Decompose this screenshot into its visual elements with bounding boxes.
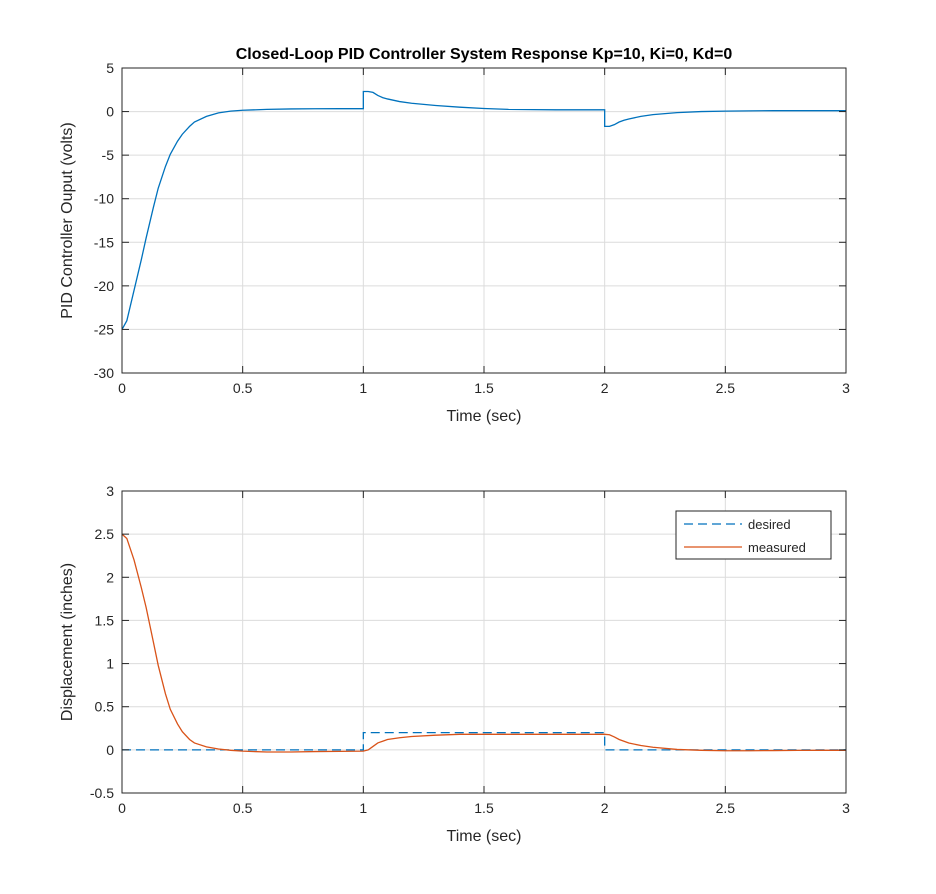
- x-tick-label: 2.5: [716, 380, 736, 396]
- y-tick-label: 1.5: [95, 612, 115, 628]
- x-tick-label: 0: [118, 800, 126, 816]
- y-tick-label: 5: [106, 60, 114, 76]
- x-tick-label: 0: [118, 380, 126, 396]
- chart-title: Closed-Loop PID Controller System Respon…: [236, 46, 733, 63]
- y-tick-label: -20: [94, 278, 114, 294]
- y-tick-label: -10: [94, 191, 114, 207]
- y-tick-label: -0.5: [90, 785, 114, 801]
- plot-1: 0 0.5 1 1.5 2 2.5 3 -30 -25 -20 -15 -10 -5 0 5 Time (se…: [59, 46, 850, 425]
- y-axis-label: Displacement (inches): [59, 563, 76, 721]
- x-tick-label: 2: [601, 800, 609, 816]
- y-tick-label: 1: [106, 656, 114, 672]
- legend: desired measured: [675, 510, 832, 560]
- x-tick-label: 3: [842, 380, 850, 396]
- legend-box: [675, 510, 832, 560]
- x-tick-label: 3: [842, 800, 850, 816]
- x-tick-label: 1.5: [474, 380, 494, 396]
- series-line-measured: [122, 533, 846, 753]
- x-tick-label: 1.5: [474, 800, 494, 816]
- y-tick-label: -15: [94, 234, 114, 250]
- x-tick-label: 0.5: [233, 800, 253, 816]
- y-tick-label: -30: [94, 365, 114, 381]
- x-tick-label: 1: [359, 380, 367, 396]
- y-tick-label: 2.5: [95, 526, 115, 542]
- y-tick-label: 3: [106, 483, 114, 499]
- x-tick-label: 2.5: [716, 800, 736, 816]
- y-tick-label: 0: [106, 104, 114, 120]
- series-line: [122, 90, 846, 330]
- y-tick-label: -5: [102, 147, 115, 163]
- y-tick-label: -25: [94, 321, 114, 337]
- x-tick-label: 2: [601, 380, 609, 396]
- y-tick-label: 0: [106, 742, 114, 758]
- x-tick-label: 0.5: [233, 380, 253, 396]
- legend-label-desired: desired: [748, 517, 791, 532]
- y-tick-label: 0.5: [95, 699, 115, 715]
- y-axis-label: PID Controller Ouput (volts): [59, 122, 76, 319]
- legend-label-measured: measured: [748, 540, 806, 555]
- series-line-desired: [122, 731, 846, 751]
- x-axis-label: Time (sec): [447, 828, 522, 845]
- x-axis-label: Time (sec): [447, 408, 522, 425]
- x-tick-label: 1: [359, 800, 367, 816]
- y-tick-label: 2: [106, 569, 114, 585]
